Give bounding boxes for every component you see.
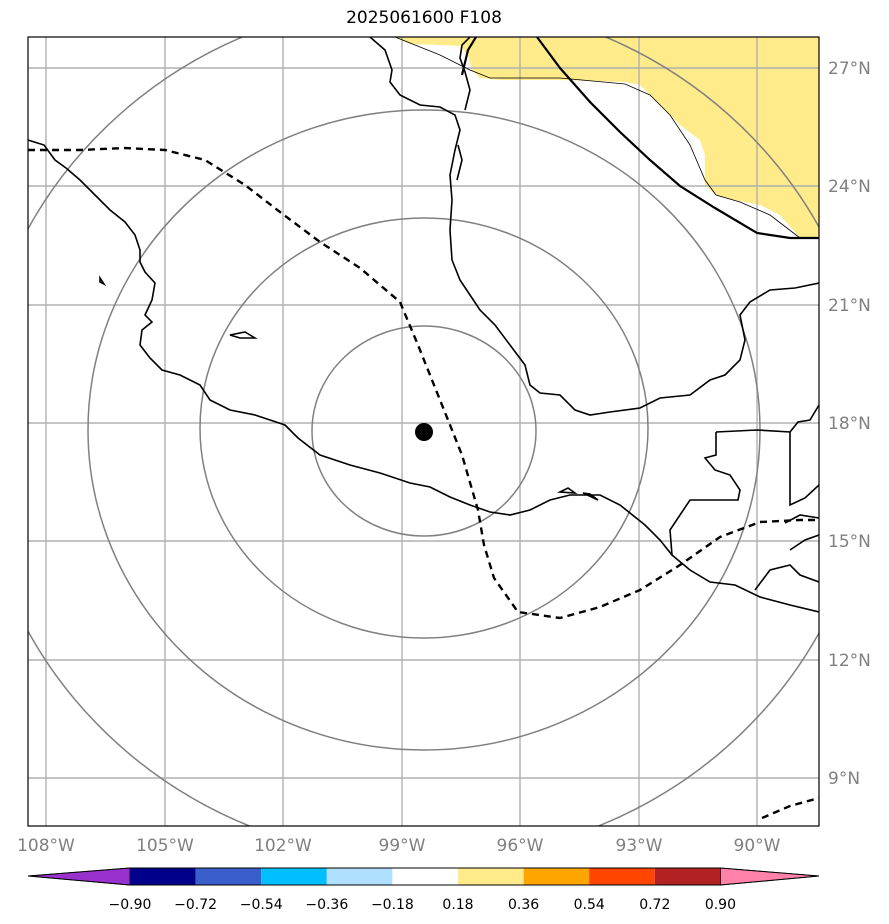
colorbar-segment <box>523 868 590 885</box>
lat-tick-label: 15°N <box>828 532 871 552</box>
lon-tick-label: 102°W <box>254 836 312 856</box>
colorbar-tick-label: 0.18 <box>442 897 473 913</box>
lon-tick-label: 99°W <box>379 836 426 856</box>
colorbar-tick-label: 0.72 <box>639 897 670 913</box>
lat-tick-label: 27°N <box>828 59 871 79</box>
colorbar-tick-label: 0.54 <box>574 897 605 913</box>
colorbar-tick-label: 0.90 <box>705 897 736 913</box>
coastlines <box>28 37 819 613</box>
lon-tick-labels: 108°W 105°W 102°W 99°W 96°W 93°W 90°W <box>17 836 781 856</box>
lat-tick-label: 21°N <box>828 296 871 316</box>
colorbar-segment <box>392 868 458 885</box>
colorbar-segment <box>261 868 327 885</box>
colorbar-tick-labels: −0.90 −0.72 −0.54 −0.36 −0.18 0.18 0.36 … <box>109 897 736 913</box>
lon-tick-label: 93°W <box>616 836 663 856</box>
colorbar-tick-label: −0.18 <box>371 897 414 913</box>
lat-tick-label: 18°N <box>828 414 871 434</box>
lon-tick-label: 105°W <box>136 836 194 856</box>
colorbar-segment <box>589 868 655 885</box>
lon-tick-label: 90°W <box>734 836 781 856</box>
colorbar-segment <box>654 868 721 885</box>
colorbar-segment <box>326 868 393 885</box>
colorbar-low-extension <box>27 867 131 886</box>
colorbar-tick-label: −0.36 <box>305 897 348 913</box>
dashed-contour-lower <box>761 796 819 820</box>
solid-contour-left <box>460 37 477 76</box>
lat-tick-label: 12°N <box>828 651 871 671</box>
range-rings <box>28 37 819 826</box>
storm-center-marker <box>415 423 433 441</box>
range-ring-2 <box>199 217 649 639</box>
map-title: 2025061600 F108 <box>346 8 502 28</box>
map-frame <box>27 36 820 827</box>
dashed-contour <box>28 146 819 620</box>
colorbar-tick-label: −0.54 <box>240 897 283 913</box>
lon-tick-label: 96°W <box>497 836 544 856</box>
shaded-field-area <box>395 37 819 238</box>
colorbar-segment <box>130 868 196 885</box>
lon-tick-label: 108°W <box>17 836 75 856</box>
solid-contour <box>536 37 819 240</box>
colorbar-high-extension <box>720 867 820 886</box>
colorbar-segment <box>458 868 524 885</box>
range-ring-1 <box>311 325 537 537</box>
colorbar-tick-label: 0.36 <box>508 897 539 913</box>
graticule <box>28 37 819 826</box>
lat-tick-labels: 27°N 24°N 21°N 18°N 15°N 12°N 9°N <box>828 59 871 789</box>
lat-tick-label: 24°N <box>828 177 871 197</box>
colorbar-tick-label: −0.72 <box>174 897 217 913</box>
lat-tick-label: 9°N <box>828 769 860 789</box>
thin-contour <box>394 37 801 239</box>
colorbar-outline <box>27 867 820 886</box>
colorbar: −0.90 −0.72 −0.54 −0.36 −0.18 0.18 0.36 … <box>27 867 820 913</box>
colorbar-segment <box>195 868 262 885</box>
colorbar-tick-label: −0.90 <box>109 897 152 913</box>
